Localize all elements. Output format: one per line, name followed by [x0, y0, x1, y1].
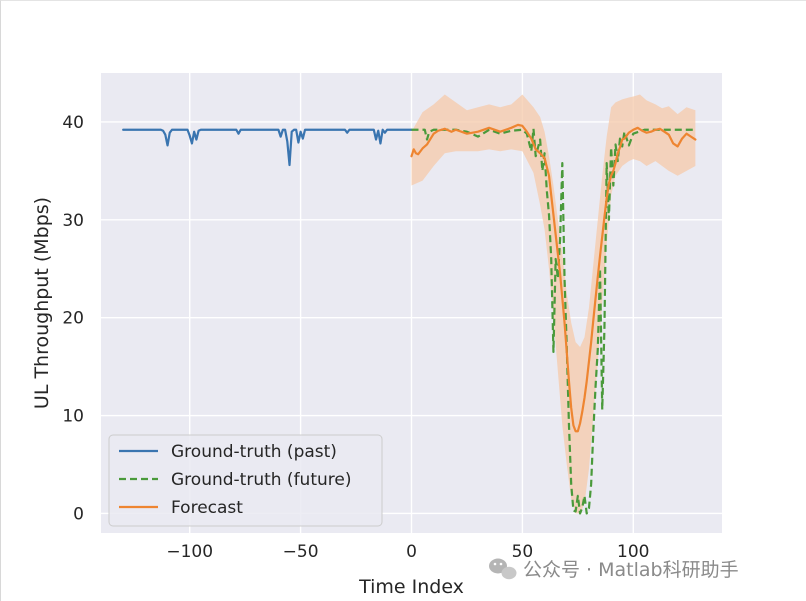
tick-labels: −100 −50 0 50 100 0 10 20 30 40	[62, 113, 649, 562]
legend-label-future: Ground-truth (future)	[171, 470, 351, 490]
legend-box	[108, 434, 383, 527]
forecast-line	[410, 123, 697, 433]
confidence-band-layer	[411, 94, 696, 514]
y-tick-label: 40	[62, 113, 84, 133]
watermark: 公众号 · Matlab科研助手	[489, 558, 739, 581]
legend: Ground-truth (past) Ground-truth (future…	[108, 434, 383, 527]
x-tick-label: −100	[166, 542, 213, 562]
y-tick-label: 30	[62, 211, 84, 231]
ground-truth-past-line	[122, 128, 413, 167]
x-tick-label: −50	[283, 542, 319, 562]
series-layer	[122, 123, 697, 515]
legend-label-forecast: Forecast	[171, 498, 243, 518]
wechat-icon	[489, 558, 517, 580]
legend-label-past: Ground-truth (past)	[171, 442, 337, 462]
y-tick-label: 20	[62, 309, 84, 329]
x-axis-label: Time Index	[358, 576, 464, 598]
watermark-text: 公众号 · Matlab科研助手	[523, 559, 739, 581]
x-tick-label: 50	[512, 542, 534, 562]
x-tick-label: 100	[617, 542, 649, 562]
y-tick-label: 10	[62, 407, 84, 427]
forecast-confidence-band	[411, 94, 696, 514]
y-axis-label: UL Throughput (Mbps)	[31, 197, 53, 409]
x-tick-label: 0	[406, 542, 417, 562]
y-tick-label: 0	[73, 504, 84, 524]
